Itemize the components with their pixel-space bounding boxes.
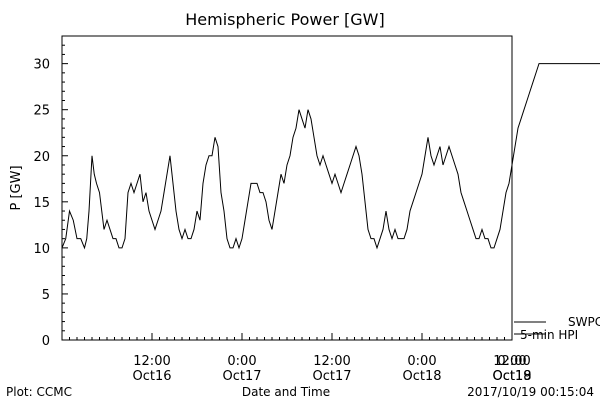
legend: SWPC 5-min HPI bbox=[514, 315, 600, 342]
x-tick-label-time: 12:00 bbox=[493, 354, 530, 369]
x-tick-label-time: 0:00 bbox=[407, 354, 436, 369]
y-tick-label: 20 bbox=[33, 150, 50, 165]
plot-source: Plot: CCMC bbox=[6, 385, 72, 399]
plot-timestamp: 2017/10/19 00:15:04 bbox=[467, 385, 594, 399]
x-axis-title: Date and Time bbox=[242, 385, 330, 399]
y-axis: 0 5 10 15 20 25 30 bbox=[33, 35, 68, 349]
y-tick-label: 5 bbox=[42, 288, 50, 303]
series-layer bbox=[61, 63, 600, 250]
y-tick-label: 10 bbox=[33, 242, 50, 257]
x-tick-label-date: Oct17 bbox=[222, 369, 261, 384]
y-tick-label: 15 bbox=[33, 196, 50, 211]
y-axis-title: P [GW] bbox=[9, 165, 24, 210]
y-tick-label: 25 bbox=[33, 104, 50, 119]
x-tick-label-time: 0:00 bbox=[497, 354, 526, 369]
legend-swpc-label: SWPC bbox=[568, 315, 600, 329]
chart-title: Hemispheric Power [GW] bbox=[185, 10, 384, 29]
x-tick-label-date: Oct16 bbox=[132, 369, 171, 384]
y-tick-label: 30 bbox=[33, 58, 50, 73]
x-tick-label-date: Oct18 bbox=[492, 369, 531, 384]
series-line-swpc bbox=[61, 63, 600, 250]
x-axis: 12:00Oct160:00Oct1712:00Oct170:00Oct1812… bbox=[61, 333, 532, 384]
x-tick-label-date: Oct18 bbox=[402, 369, 441, 384]
legend-hpi-label: 5-min HPI bbox=[520, 328, 578, 342]
x-tick-label-date: Oct19 bbox=[492, 369, 531, 384]
x-tick-label-time: 0:00 bbox=[227, 354, 256, 369]
x-tick-label-time: 12:00 bbox=[313, 354, 350, 369]
x-tick-label-time: 12:00 bbox=[133, 354, 170, 369]
x-tick-label-date: Oct17 bbox=[312, 369, 351, 384]
y-tick-label: 0 bbox=[42, 334, 50, 349]
